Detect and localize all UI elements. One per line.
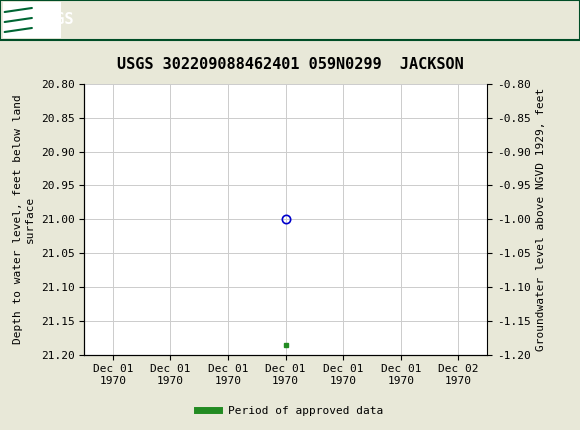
Bar: [3, 2, 61, 38]
Legend: Period of approved data: Period of approved data: [193, 401, 387, 420]
Text: USGS 302209088462401 059N0299  JACKSON: USGS 302209088462401 059N0299 JACKSON: [117, 57, 463, 72]
Text: USGS: USGS: [38, 12, 74, 28]
Y-axis label: Groundwater level above NGVD 1929, feet: Groundwater level above NGVD 1929, feet: [536, 88, 546, 351]
Y-axis label: Depth to water level, feet below land
surface: Depth to water level, feet below land su…: [13, 95, 35, 344]
